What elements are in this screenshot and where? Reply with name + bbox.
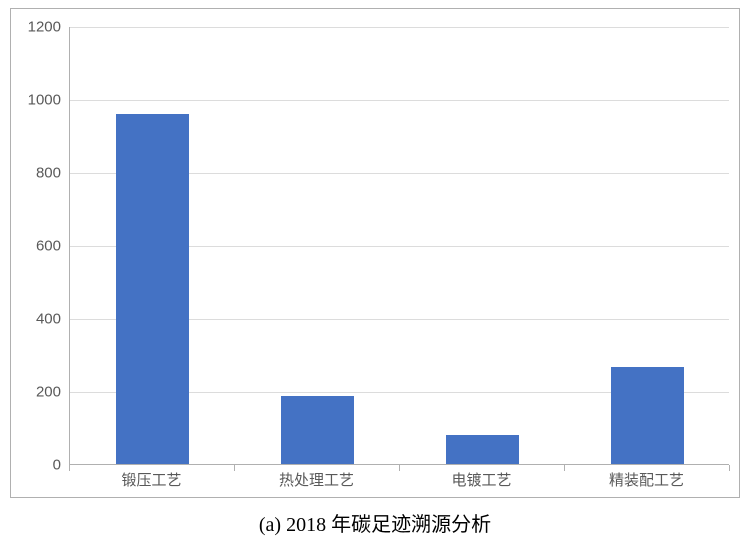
y-tick-label: 1200 xyxy=(11,19,61,36)
x-tick-label: 电镀工艺 xyxy=(451,469,511,490)
gridline xyxy=(70,100,729,101)
x-tick-mark xyxy=(69,465,70,471)
chart-frame: 0 200 400 600 800 1000 1200 锻压工艺 热处理工艺 电镀工艺 精装配工艺 xyxy=(10,8,740,498)
x-tick-mark xyxy=(399,465,400,471)
x-tick-label: 精装配工艺 xyxy=(609,469,684,490)
x-tick-mark xyxy=(564,465,565,471)
y-tick-label: 200 xyxy=(11,384,61,401)
y-tick-label: 800 xyxy=(11,165,61,182)
x-tick-mark xyxy=(234,465,235,471)
bar xyxy=(446,435,519,464)
y-tick-label: 1000 xyxy=(11,92,61,109)
x-tick-mark xyxy=(729,465,730,471)
gridline xyxy=(70,27,729,28)
x-tick-label: 热处理工艺 xyxy=(279,469,354,490)
chart-caption: (a) 2018 年碳足迹溯源分析 xyxy=(0,508,750,537)
y-tick-label: 600 xyxy=(11,238,61,255)
bar xyxy=(611,367,684,464)
bar xyxy=(281,396,354,464)
bar xyxy=(116,114,189,464)
plot-area xyxy=(69,27,729,465)
y-tick-label: 0 xyxy=(11,457,61,474)
y-tick-label: 400 xyxy=(11,311,61,328)
x-tick-label: 锻压工艺 xyxy=(121,469,181,490)
